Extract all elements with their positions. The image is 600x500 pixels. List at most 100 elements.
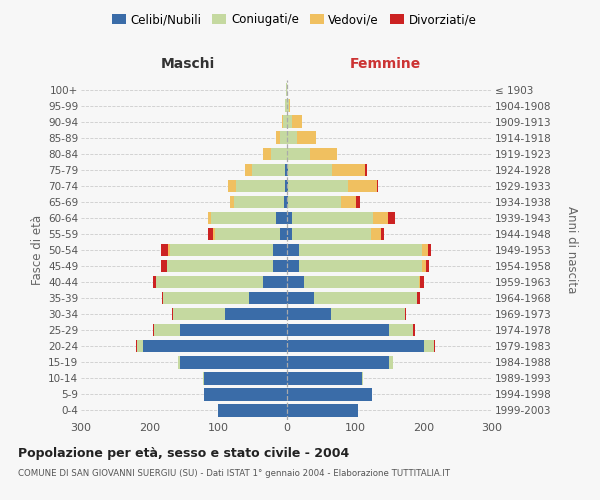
Bar — [405, 308, 406, 320]
Bar — [153, 276, 157, 288]
Bar — [218, 404, 287, 416]
Bar — [287, 148, 310, 160]
Bar — [287, 100, 289, 112]
Bar — [162, 292, 163, 304]
Y-axis label: Anni di nascita: Anni di nascita — [565, 206, 578, 294]
Bar — [287, 340, 424, 352]
Bar — [168, 244, 170, 256]
Bar — [289, 100, 290, 112]
Bar — [314, 292, 416, 304]
Bar — [211, 212, 276, 224]
Bar — [287, 308, 331, 320]
Bar — [273, 244, 287, 256]
Bar — [287, 212, 292, 224]
Bar — [208, 228, 213, 240]
Bar — [287, 164, 288, 176]
Bar — [204, 372, 287, 384]
Bar — [249, 292, 287, 304]
Bar — [287, 228, 292, 240]
Bar — [304, 276, 419, 288]
Y-axis label: Fasce di età: Fasce di età — [31, 215, 44, 285]
Bar — [377, 180, 378, 192]
Bar — [362, 372, 363, 384]
Bar — [388, 212, 395, 224]
Bar — [280, 132, 287, 144]
Bar — [287, 196, 288, 208]
Bar — [381, 228, 385, 240]
Bar — [204, 388, 287, 400]
Bar — [287, 388, 372, 400]
Bar — [263, 148, 271, 160]
Bar — [434, 340, 435, 352]
Bar — [137, 340, 143, 352]
Bar — [172, 308, 173, 320]
Text: Femmine: Femmine — [350, 57, 421, 71]
Bar — [157, 276, 263, 288]
Bar — [425, 260, 429, 272]
Bar — [288, 180, 348, 192]
Bar — [292, 116, 302, 128]
Bar — [236, 180, 285, 192]
Bar — [285, 164, 287, 176]
Bar — [178, 356, 181, 368]
Bar — [252, 164, 285, 176]
Bar — [287, 356, 389, 368]
Bar — [299, 260, 422, 272]
Bar — [208, 212, 211, 224]
Bar — [283, 116, 287, 128]
Bar — [282, 116, 283, 128]
Bar — [170, 244, 273, 256]
Bar — [227, 180, 236, 192]
Bar — [365, 164, 367, 176]
Bar — [287, 180, 288, 192]
Bar — [173, 308, 225, 320]
Bar — [356, 196, 360, 208]
Bar — [276, 132, 280, 144]
Bar — [161, 260, 167, 272]
Bar — [288, 164, 332, 176]
Bar — [280, 228, 287, 240]
Bar — [287, 260, 299, 272]
Bar — [287, 244, 299, 256]
Bar — [245, 164, 252, 176]
Bar — [419, 276, 420, 288]
Bar — [143, 340, 287, 352]
Bar — [181, 356, 287, 368]
Bar — [288, 196, 341, 208]
Bar — [263, 276, 287, 288]
Bar — [287, 116, 292, 128]
Legend: Celibi/Nubili, Coniugati/e, Vedovi/e, Divorziati/e: Celibi/Nubili, Coniugati/e, Vedovi/e, Di… — [107, 8, 481, 31]
Bar — [285, 100, 287, 112]
Bar — [167, 260, 273, 272]
Bar — [373, 212, 388, 224]
Bar — [161, 244, 168, 256]
Bar — [203, 372, 204, 384]
Text: Popolazione per età, sesso e stato civile - 2004: Popolazione per età, sesso e stato civil… — [18, 448, 349, 460]
Bar — [273, 260, 287, 272]
Bar — [276, 212, 287, 224]
Bar — [422, 244, 428, 256]
Bar — [371, 228, 381, 240]
Text: Maschi: Maschi — [161, 57, 215, 71]
Bar — [286, 84, 287, 96]
Bar — [215, 228, 280, 240]
Bar — [163, 292, 249, 304]
Bar — [389, 324, 413, 336]
Bar — [389, 356, 392, 368]
Bar — [299, 244, 422, 256]
Bar — [285, 180, 287, 192]
Text: COMUNE DI SAN GIOVANNI SUERGIU (SU) - Dati ISTAT 1° gennaio 2004 - Elaborazione : COMUNE DI SAN GIOVANNI SUERGIU (SU) - Da… — [18, 469, 450, 478]
Bar — [230, 196, 235, 208]
Bar — [331, 308, 405, 320]
Bar — [348, 180, 377, 192]
Bar — [235, 196, 284, 208]
Bar — [287, 292, 314, 304]
Bar — [424, 340, 434, 352]
Bar — [154, 324, 181, 336]
Bar — [284, 196, 287, 208]
Bar — [287, 372, 362, 384]
Bar — [310, 148, 337, 160]
Bar — [428, 244, 431, 256]
Bar — [225, 308, 287, 320]
Bar — [416, 292, 420, 304]
